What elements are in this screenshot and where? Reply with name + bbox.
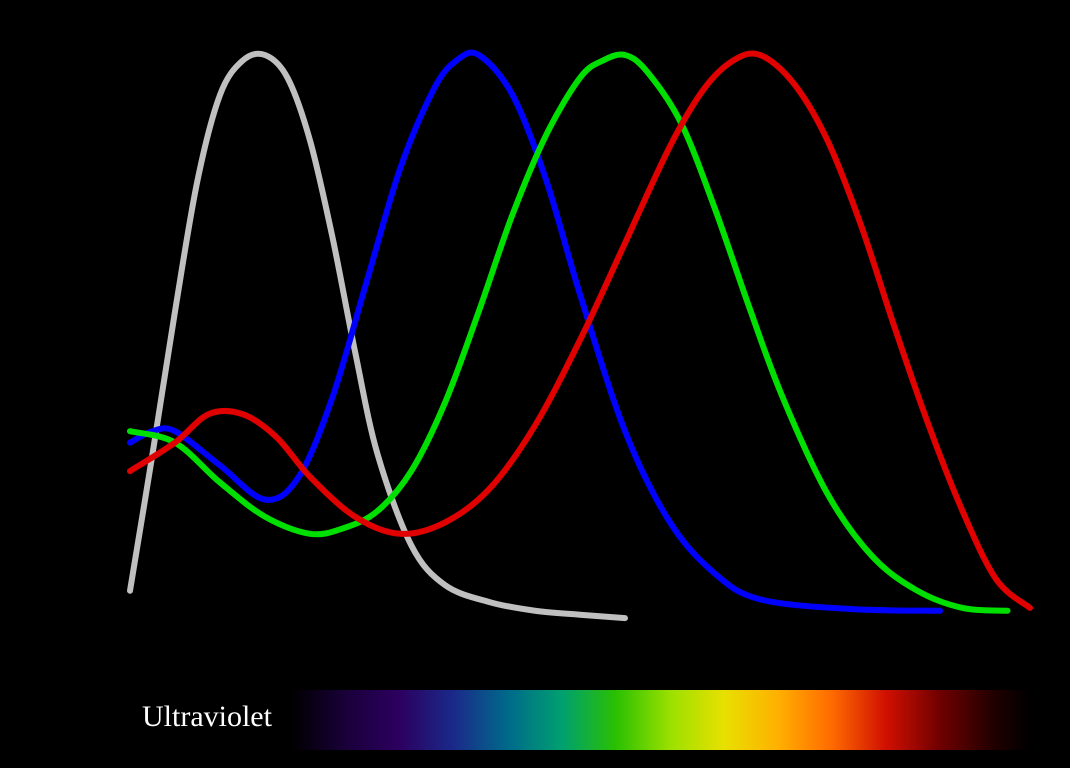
curves-svg [0,0,1070,768]
uv-curve [130,54,625,618]
blue-curve [130,53,940,611]
green-curve [130,54,1008,610]
ultraviolet-label: Ultraviolet [142,700,272,734]
red-curve [130,53,1030,607]
chart-container: Ultraviolet [0,0,1070,768]
